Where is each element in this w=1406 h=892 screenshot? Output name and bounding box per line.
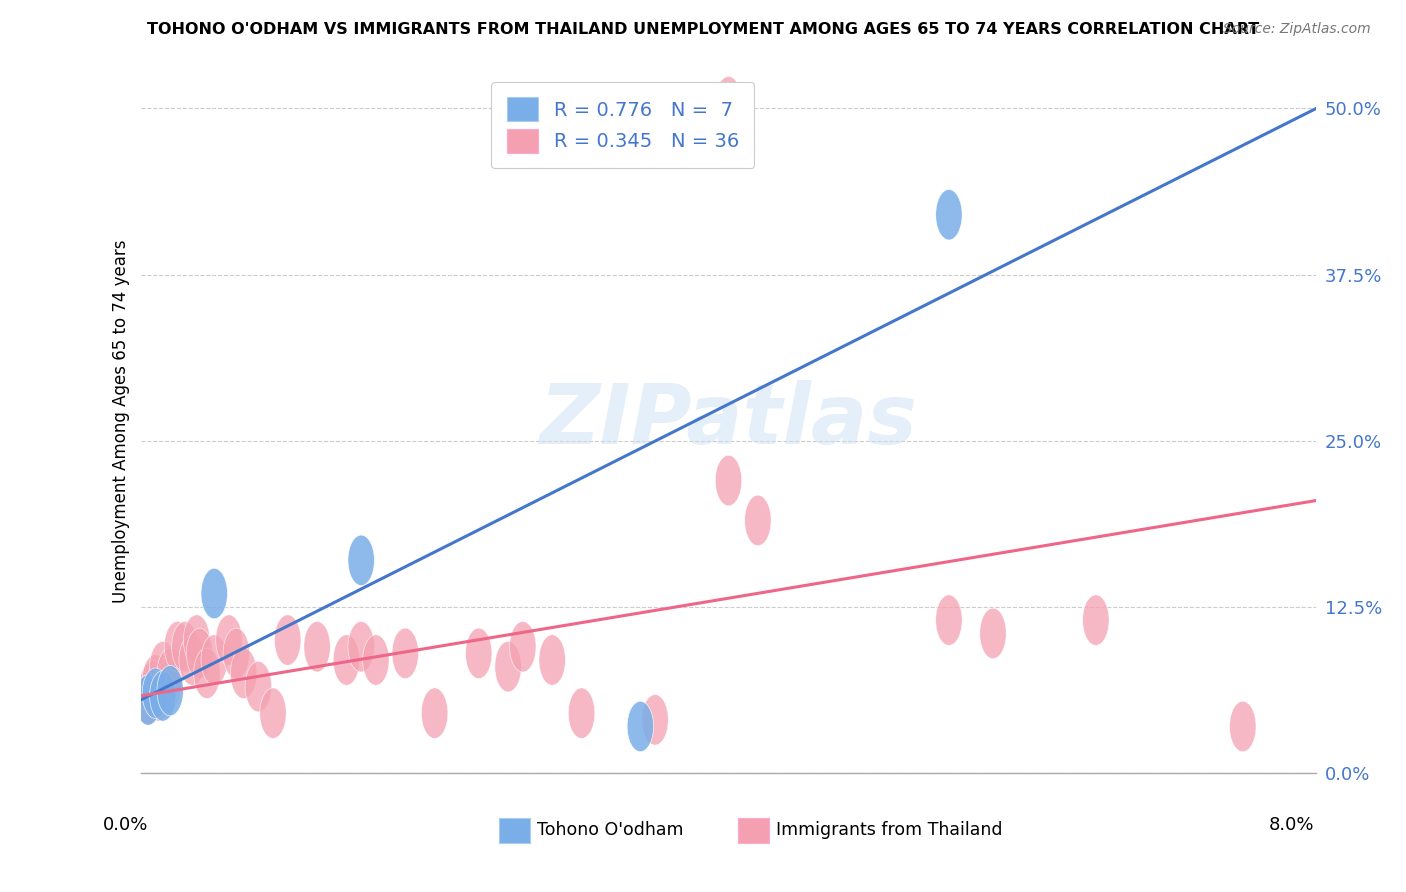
- Ellipse shape: [465, 628, 492, 679]
- Ellipse shape: [304, 622, 330, 672]
- Ellipse shape: [135, 674, 162, 725]
- Text: Source: ZipAtlas.com: Source: ZipAtlas.com: [1223, 22, 1371, 37]
- Ellipse shape: [224, 628, 249, 679]
- Ellipse shape: [165, 622, 191, 672]
- Ellipse shape: [142, 668, 169, 718]
- Ellipse shape: [538, 635, 565, 685]
- Legend: R = 0.776   N =  7, R = 0.345   N = 36: R = 0.776 N = 7, R = 0.345 N = 36: [491, 82, 755, 168]
- Ellipse shape: [422, 688, 449, 739]
- Ellipse shape: [183, 615, 209, 665]
- Ellipse shape: [142, 655, 169, 706]
- Ellipse shape: [179, 635, 205, 685]
- Text: ZIPatlas: ZIPatlas: [540, 380, 918, 461]
- Ellipse shape: [149, 671, 176, 721]
- Ellipse shape: [201, 568, 228, 619]
- Ellipse shape: [627, 701, 654, 752]
- Ellipse shape: [155, 661, 180, 712]
- Ellipse shape: [245, 661, 271, 712]
- Ellipse shape: [936, 595, 962, 646]
- Ellipse shape: [157, 665, 183, 716]
- Ellipse shape: [363, 635, 389, 685]
- Text: TOHONO O'ODHAM VS IMMIGRANTS FROM THAILAND UNEMPLOYMENT AMONG AGES 65 TO 74 YEAR: TOHONO O'ODHAM VS IMMIGRANTS FROM THAILA…: [146, 22, 1260, 37]
- Ellipse shape: [260, 688, 287, 739]
- Text: 0.0%: 0.0%: [103, 816, 148, 834]
- Ellipse shape: [187, 628, 212, 679]
- Ellipse shape: [139, 661, 166, 712]
- Text: Immigrants from Thailand: Immigrants from Thailand: [776, 822, 1002, 839]
- Ellipse shape: [274, 615, 301, 665]
- Ellipse shape: [1230, 701, 1256, 752]
- Ellipse shape: [172, 622, 198, 672]
- Ellipse shape: [135, 674, 162, 725]
- Ellipse shape: [149, 641, 176, 692]
- Ellipse shape: [641, 695, 668, 745]
- Ellipse shape: [1083, 595, 1109, 646]
- Ellipse shape: [215, 615, 242, 665]
- Ellipse shape: [157, 648, 183, 698]
- Ellipse shape: [980, 608, 1007, 658]
- Ellipse shape: [509, 622, 536, 672]
- Ellipse shape: [392, 628, 419, 679]
- Ellipse shape: [201, 635, 228, 685]
- Ellipse shape: [716, 77, 742, 127]
- Y-axis label: Unemployment Among Ages 65 to 74 years: Unemployment Among Ages 65 to 74 years: [111, 239, 129, 602]
- Ellipse shape: [347, 535, 374, 585]
- Ellipse shape: [568, 688, 595, 739]
- Ellipse shape: [495, 641, 522, 692]
- Ellipse shape: [194, 648, 221, 698]
- Ellipse shape: [745, 495, 770, 546]
- Ellipse shape: [347, 622, 374, 672]
- Ellipse shape: [231, 648, 257, 698]
- Ellipse shape: [716, 455, 742, 506]
- Ellipse shape: [333, 635, 360, 685]
- Text: 8.0%: 8.0%: [1270, 816, 1315, 834]
- Ellipse shape: [145, 671, 172, 721]
- Ellipse shape: [936, 189, 962, 240]
- Text: Tohono O'odham: Tohono O'odham: [537, 822, 683, 839]
